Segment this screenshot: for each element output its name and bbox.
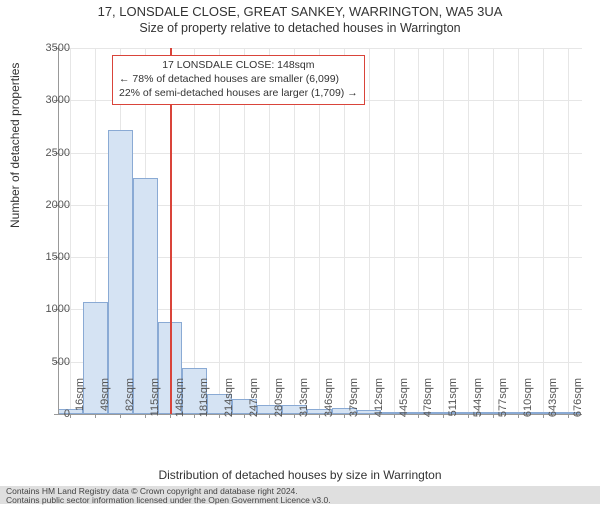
- grid-line-vertical: [568, 48, 569, 414]
- x-tick-label: 676sqm: [572, 378, 584, 434]
- x-tick-label: 346sqm: [323, 378, 335, 434]
- footer-attribution: Contains HM Land Registry data © Crown c…: [0, 486, 600, 504]
- y-tick-label: 3500: [30, 42, 70, 54]
- x-tick-label: 478sqm: [422, 378, 434, 434]
- grid-line-vertical: [70, 48, 71, 414]
- x-tick-label: 412sqm: [373, 378, 385, 434]
- x-tick-label: 544sqm: [472, 378, 484, 434]
- x-tick-label: 610sqm: [522, 378, 534, 434]
- chart-area: 17 LONSDALE CLOSE: 148sqm← 78% of detach…: [58, 48, 582, 414]
- annotation-callout: 17 LONSDALE CLOSE: 148sqm← 78% of detach…: [112, 55, 365, 105]
- x-tick-label: 247sqm: [248, 378, 260, 434]
- page-title-line1: 17, LONSDALE CLOSE, GREAT SANKEY, WARRIN…: [0, 4, 600, 19]
- grid-line-vertical: [443, 48, 444, 414]
- grid-line-vertical: [543, 48, 544, 414]
- y-tick-label: 2000: [30, 199, 70, 211]
- grid-line-vertical: [493, 48, 494, 414]
- footer-line2: Contains public sector information licen…: [6, 496, 594, 505]
- x-tick-label: 280sqm: [273, 378, 285, 434]
- grid-line-vertical: [468, 48, 469, 414]
- grid-line-vertical: [518, 48, 519, 414]
- grid-line-horizontal: [58, 153, 582, 154]
- histogram-bar: [108, 130, 133, 414]
- annotation-line: 17 LONSDALE CLOSE: 148sqm: [119, 58, 358, 72]
- y-tick-label: 3000: [30, 94, 70, 106]
- x-tick-label: 148sqm: [174, 378, 186, 434]
- y-tick-label: 1500: [30, 251, 70, 263]
- x-tick-label: 577sqm: [497, 378, 509, 434]
- x-tick-label: 379sqm: [348, 378, 360, 434]
- x-tick-label: 445sqm: [398, 378, 410, 434]
- x-tick-label: 214sqm: [223, 378, 235, 434]
- annotation-line: ← 78% of detached houses are smaller (6,…: [119, 72, 358, 86]
- plot-area: 17 LONSDALE CLOSE: 148sqm← 78% of detach…: [58, 48, 582, 414]
- y-tick-label: 500: [30, 356, 70, 368]
- x-tick-label: 313sqm: [298, 378, 310, 434]
- y-tick-label: 0: [30, 408, 70, 420]
- annotation-line: 22% of semi-detached houses are larger (…: [119, 86, 358, 100]
- x-tick-label: 643sqm: [547, 378, 559, 434]
- grid-line-vertical: [394, 48, 395, 414]
- x-tick-label: 16sqm: [74, 378, 86, 434]
- grid-line-horizontal: [58, 48, 582, 49]
- y-axis-title: Number of detached properties: [8, 63, 22, 228]
- grid-line-vertical: [418, 48, 419, 414]
- y-tick-label: 1000: [30, 303, 70, 315]
- y-tick-label: 2500: [30, 147, 70, 159]
- grid-line-vertical: [369, 48, 370, 414]
- x-tick-label: 49sqm: [99, 378, 111, 434]
- x-tick-label: 82sqm: [124, 378, 136, 434]
- page-title-line2: Size of property relative to detached ho…: [0, 21, 600, 35]
- x-tick-label: 115sqm: [149, 378, 161, 434]
- x-axis-title: Distribution of detached houses by size …: [0, 468, 600, 482]
- x-tick-label: 511sqm: [447, 378, 459, 434]
- x-tick-label: 181sqm: [198, 378, 210, 434]
